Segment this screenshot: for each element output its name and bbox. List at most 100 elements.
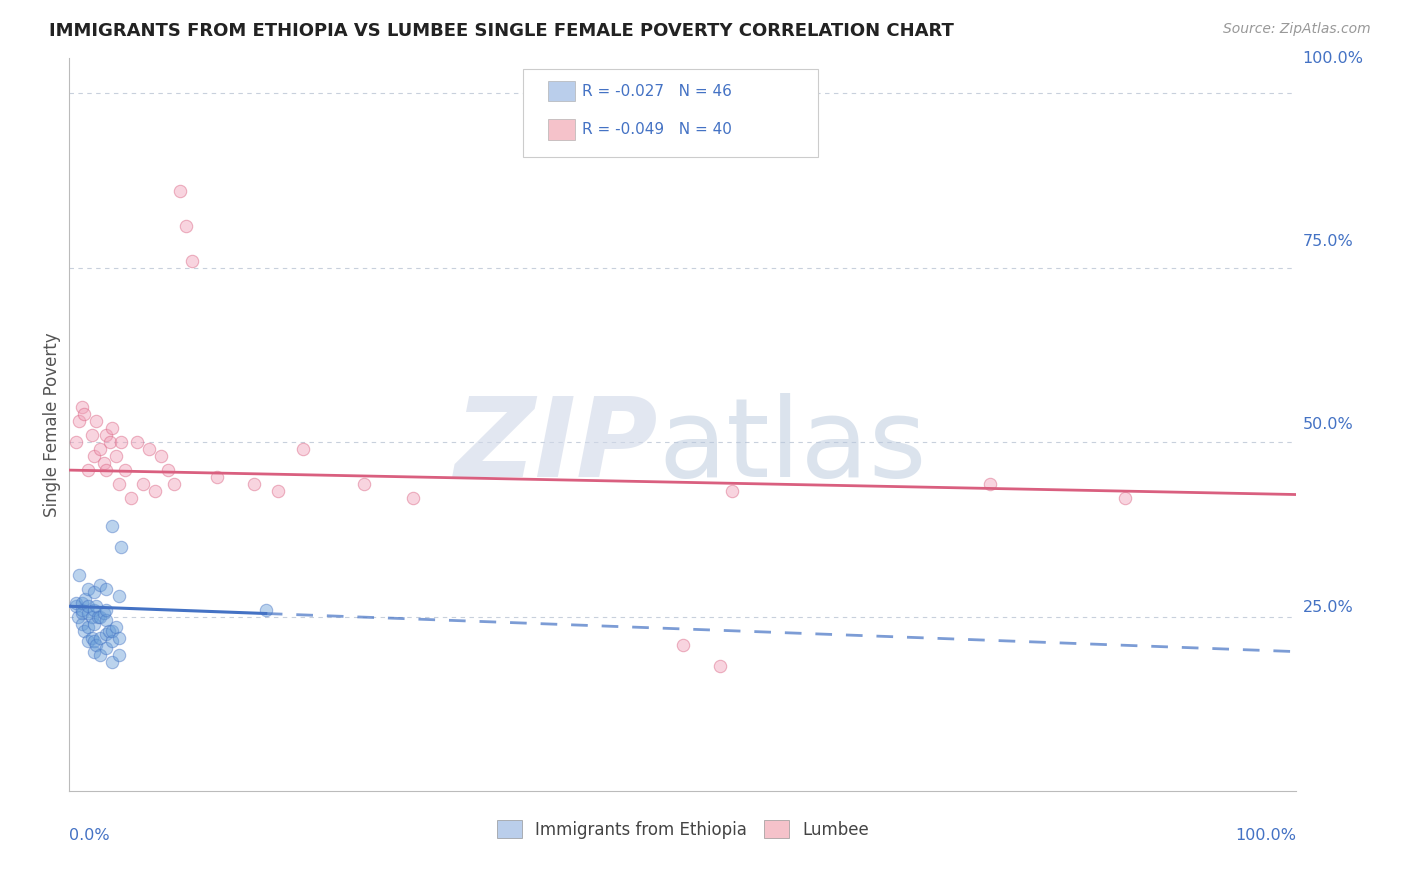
Point: [75, 592, 97, 607]
Point: [96, 463, 118, 477]
Point: [65, 596, 87, 610]
Point: [86, 599, 108, 614]
Point: [156, 463, 179, 477]
Point: [83, 603, 105, 617]
Point: [110, 540, 132, 554]
Text: 100.0%: 100.0%: [1302, 51, 1364, 66]
Y-axis label: Single Female Poverty: Single Female Poverty: [44, 333, 60, 517]
Point: [125, 435, 148, 450]
Point: [86, 609, 108, 624]
Bar: [548, 81, 575, 102]
Point: [83, 645, 105, 659]
Legend: Immigrants from Ethiopia, Lumbee: Immigrants from Ethiopia, Lumbee: [491, 814, 876, 846]
Point: [132, 477, 155, 491]
Point: [65, 599, 87, 614]
Point: [267, 484, 290, 499]
Point: [107, 589, 129, 603]
Point: [86, 414, 108, 428]
Point: [70, 603, 93, 617]
Text: 75.0%: 75.0%: [1302, 234, 1354, 249]
Point: [86, 638, 108, 652]
Point: [105, 449, 128, 463]
Point: [70, 616, 93, 631]
Point: [96, 627, 118, 641]
Point: [83, 449, 105, 463]
Point: [291, 442, 314, 457]
Point: [70, 596, 93, 610]
Text: 100.0%: 100.0%: [1236, 828, 1296, 843]
Point: [89, 609, 111, 624]
Point: [672, 638, 695, 652]
Point: [402, 491, 425, 505]
Point: [89, 578, 111, 592]
Point: [353, 477, 375, 491]
Point: [80, 428, 103, 442]
Point: [93, 606, 115, 620]
Point: [101, 655, 124, 669]
Point: [83, 634, 105, 648]
Point: [709, 658, 731, 673]
Point: [1114, 491, 1136, 505]
Point: [80, 609, 103, 624]
Point: [101, 421, 124, 435]
Point: [101, 624, 124, 638]
Point: [107, 477, 129, 491]
Point: [93, 456, 115, 470]
Text: R = -0.049   N = 40: R = -0.049 N = 40: [582, 122, 733, 136]
Point: [89, 442, 111, 457]
Point: [110, 435, 132, 450]
FancyBboxPatch shape: [523, 70, 818, 157]
Point: [143, 484, 166, 499]
Point: [96, 603, 118, 617]
Point: [67, 414, 90, 428]
Point: [70, 606, 93, 620]
Point: [76, 463, 98, 477]
Text: Source: ZipAtlas.com: Source: ZipAtlas.com: [1223, 22, 1371, 37]
Point: [105, 620, 128, 634]
Point: [169, 184, 191, 198]
Point: [73, 624, 96, 638]
Point: [76, 634, 98, 648]
Point: [73, 407, 96, 421]
Text: atlas: atlas: [658, 393, 927, 500]
Point: [174, 219, 197, 233]
Point: [89, 648, 111, 662]
Point: [76, 599, 98, 614]
Point: [138, 442, 160, 457]
Point: [181, 253, 204, 268]
Text: ZIP: ZIP: [456, 393, 658, 500]
Point: [80, 631, 103, 645]
Point: [76, 582, 98, 596]
Point: [101, 519, 124, 533]
Point: [721, 484, 744, 499]
Point: [67, 609, 90, 624]
Point: [101, 634, 124, 648]
Point: [107, 631, 129, 645]
Point: [98, 435, 121, 450]
Point: [89, 631, 111, 645]
Point: [242, 477, 264, 491]
Text: IMMIGRANTS FROM ETHIOPIA VS LUMBEE SINGLE FEMALE POVERTY CORRELATION CHART: IMMIGRANTS FROM ETHIOPIA VS LUMBEE SINGL…: [49, 22, 955, 40]
Point: [107, 648, 129, 662]
Point: [114, 463, 136, 477]
Point: [67, 567, 90, 582]
Point: [979, 477, 1001, 491]
Point: [70, 401, 93, 415]
Point: [83, 585, 105, 599]
Point: [76, 606, 98, 620]
Point: [96, 428, 118, 442]
Bar: [548, 119, 575, 139]
Point: [205, 470, 228, 484]
Point: [150, 449, 173, 463]
Point: [254, 603, 277, 617]
Point: [65, 435, 87, 450]
Text: R = -0.027   N = 46: R = -0.027 N = 46: [582, 84, 733, 99]
Point: [76, 620, 98, 634]
Text: 25.0%: 25.0%: [1302, 600, 1354, 615]
Point: [96, 613, 118, 627]
Point: [163, 477, 186, 491]
Text: 0.0%: 0.0%: [69, 828, 110, 843]
Text: 50.0%: 50.0%: [1302, 417, 1354, 433]
Point: [96, 641, 118, 656]
Point: [97, 624, 120, 638]
